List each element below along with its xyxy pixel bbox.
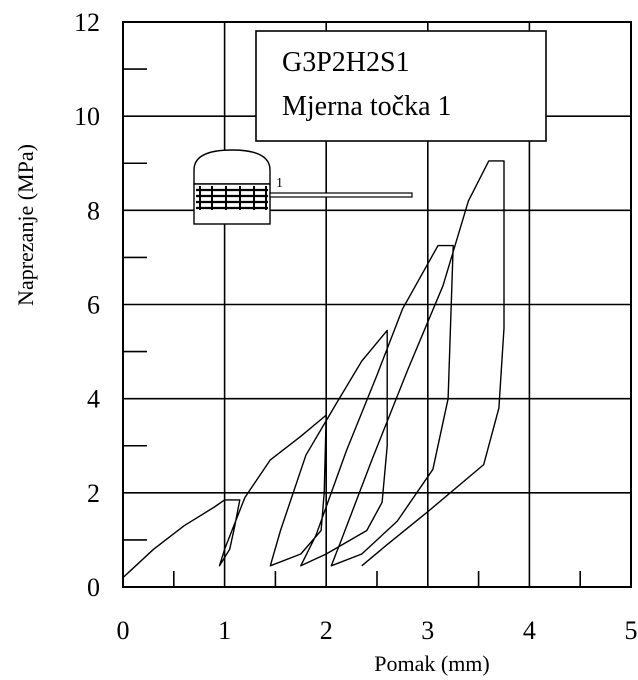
measuring-rod xyxy=(269,192,413,198)
x-tick-label: 5 xyxy=(625,616,638,645)
y-tick-label: 8 xyxy=(87,196,100,225)
legend-line-2: Mjerna točka 1 xyxy=(282,91,452,122)
x-axis-label: Pomak (mm) xyxy=(374,651,490,676)
specimen-layers xyxy=(196,188,268,210)
legend-frame xyxy=(255,30,547,142)
y-tick-label: 6 xyxy=(87,291,100,320)
y-tick-label: 2 xyxy=(87,479,100,508)
specimen-dome xyxy=(193,149,271,185)
legend-line-1: G3P2H2S1 xyxy=(282,47,410,78)
x-tick-label: 4 xyxy=(523,616,536,645)
plot-frame xyxy=(122,21,632,588)
x-tick-label: 1 xyxy=(218,616,231,645)
legend-box: G3P2H2S1 Mjerna točka 1 xyxy=(255,30,547,142)
hysteresis-curve xyxy=(122,160,505,579)
x-tick-labels: 0 1 2 3 4 5 xyxy=(117,616,638,645)
measuring-point-label: 1 xyxy=(276,176,283,191)
y-axis-label: Naprezanje (MPa) xyxy=(13,144,38,306)
specimen-columns xyxy=(199,186,267,210)
y-tick-labels: 0 2 4 6 8 10 12 xyxy=(74,8,100,602)
specimen-diagram: 1 xyxy=(193,149,413,225)
x-tick-label: 2 xyxy=(320,616,333,645)
minor-ticks xyxy=(123,68,582,587)
series-line xyxy=(122,160,505,579)
y-tick-label: 0 xyxy=(87,573,100,602)
y-tick-label: 12 xyxy=(74,8,100,37)
x-tick-label: 0 xyxy=(117,616,130,645)
y-tick-label: 4 xyxy=(87,385,100,414)
y-tick-label: 10 xyxy=(74,102,100,131)
x-tick-label: 3 xyxy=(421,616,434,645)
